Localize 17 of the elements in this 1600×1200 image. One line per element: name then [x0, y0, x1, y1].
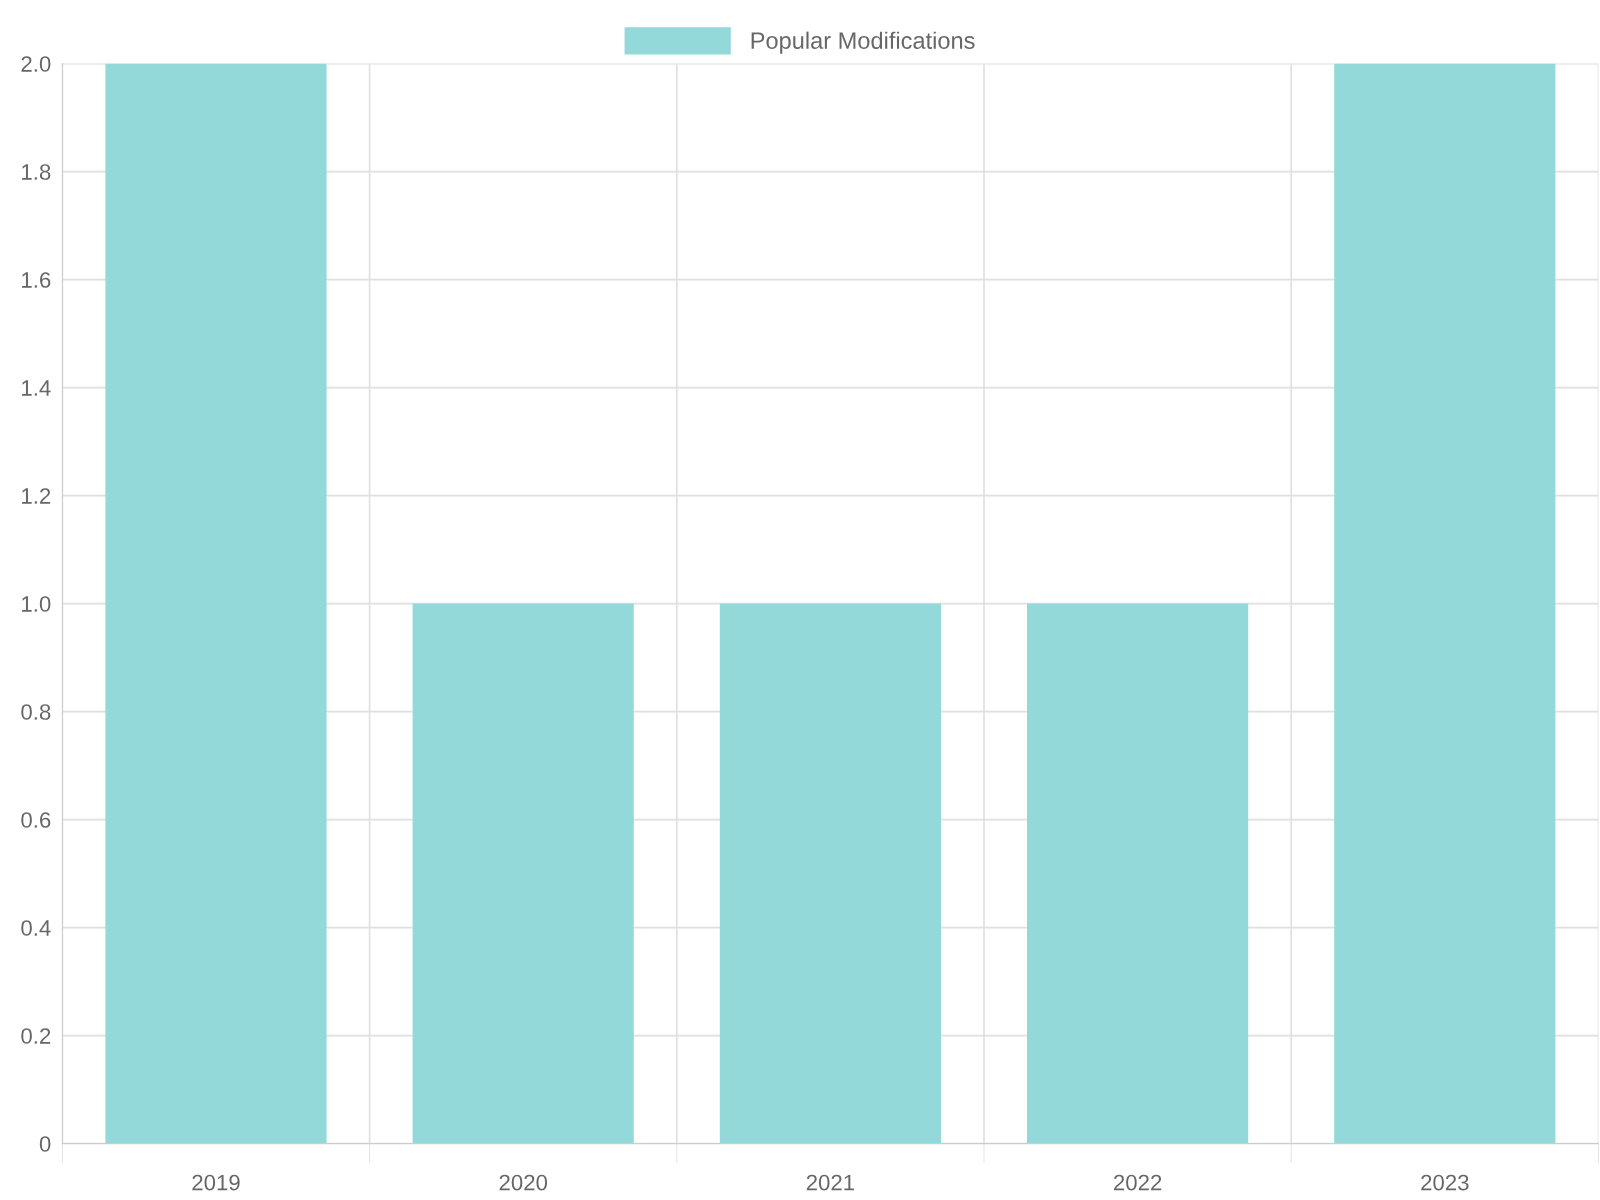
y-tick-label: 1.4 [22, 380, 51, 396]
x-tick-label: 2023 [1421, 1174, 1469, 1191]
y-tick-label: 1.8 [22, 164, 51, 180]
y-tick-label: 0 [39, 1136, 51, 1152]
x-tick-label: 2020 [499, 1174, 548, 1191]
x-tick-label: 2022 [1114, 1174, 1162, 1191]
x-tick-label: 2021 [806, 1174, 855, 1191]
y-tick-label: 1.2 [22, 488, 51, 504]
y-tick-label: 2.0 [21, 56, 51, 72]
y-tick-label: 0.6 [21, 812, 51, 828]
y-tick-label: 1.0 [22, 596, 51, 612]
y-tick-label: 0.8 [21, 704, 51, 720]
y-tick-label: 1.6 [22, 272, 51, 288]
y-tick-label: 0.2 [21, 1028, 51, 1044]
legend-label: Popular Modifications [751, 31, 975, 54]
y-tick-label: 0.4 [21, 920, 51, 936]
x-tick-label: 2019 [192, 1174, 240, 1191]
